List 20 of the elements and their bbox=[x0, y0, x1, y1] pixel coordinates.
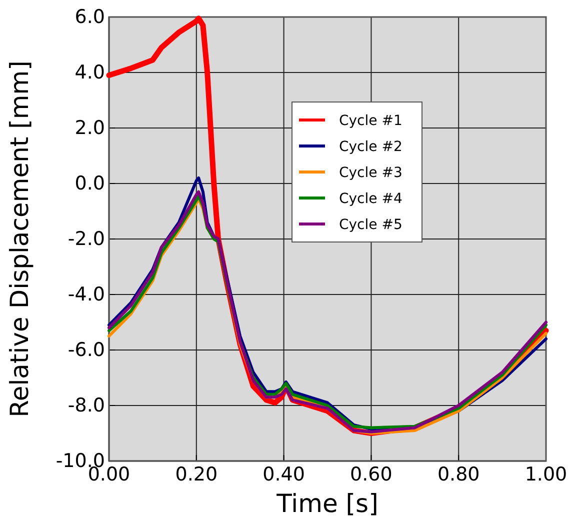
y-tick-label: 4.0 bbox=[74, 62, 105, 84]
y-axis-title: Relative Displacement [mm] bbox=[5, 60, 34, 418]
x-tick-label: 0.80 bbox=[437, 463, 480, 486]
legend-label: Cycle #1 bbox=[339, 113, 402, 129]
legend-label: Cycle #5 bbox=[339, 217, 402, 233]
x-tick-label: 1.00 bbox=[524, 463, 568, 486]
y-tick-label: 2.0 bbox=[74, 117, 105, 140]
y-tick-label: -2.0 bbox=[68, 228, 105, 250]
x-tick-label: 0.60 bbox=[350, 463, 392, 486]
x-tick-label: 0.40 bbox=[262, 463, 305, 486]
y-tick-label: -6.0 bbox=[68, 339, 105, 362]
y-tick-label: -8.0 bbox=[68, 394, 105, 417]
x-tick-label: 0.20 bbox=[175, 463, 218, 486]
legend-label: Cycle #2 bbox=[339, 139, 402, 155]
y-tick-label: 0.0 bbox=[74, 172, 105, 195]
y-tick-label: -4.0 bbox=[68, 284, 105, 306]
x-axis-title: Time [s] bbox=[276, 489, 378, 518]
legend-label: Cycle #3 bbox=[339, 165, 402, 181]
y-tick-label: 6.0 bbox=[74, 6, 105, 28]
legend-label: Cycle #4 bbox=[339, 191, 402, 207]
